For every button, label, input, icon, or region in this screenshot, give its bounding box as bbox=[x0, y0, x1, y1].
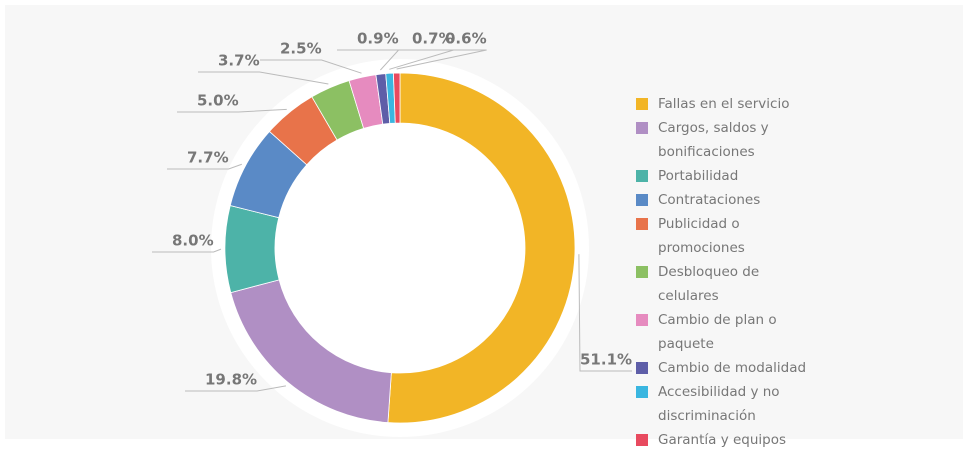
legend-label: Cambio de plan o paquete bbox=[658, 312, 777, 352]
legend-label: Cargos, saldos y bonificaciones bbox=[658, 120, 769, 160]
leader-line bbox=[578, 254, 633, 372]
legend-swatch bbox=[636, 362, 648, 374]
legend-item: Contrataciones bbox=[636, 188, 851, 212]
legend-label: Accesibilidad y no discriminación bbox=[658, 384, 780, 424]
data-label: 19.8% bbox=[205, 371, 257, 389]
legend-item: Cargos, saldos y bonificaciones bbox=[636, 116, 851, 164]
data-label: 0.7% bbox=[412, 30, 454, 48]
legend-swatch bbox=[636, 218, 648, 230]
leader-line bbox=[396, 49, 487, 70]
legend-swatch bbox=[636, 194, 648, 206]
donut-hole bbox=[276, 124, 524, 372]
legend-item: Cambio de plan o paquete bbox=[636, 308, 851, 356]
legend-swatch bbox=[636, 122, 648, 134]
legend-item: Garantía y equipos bbox=[636, 428, 851, 452]
legend-item: Portabilidad bbox=[636, 164, 851, 188]
data-label: 0.9% bbox=[357, 30, 399, 48]
legend-swatch bbox=[636, 386, 648, 398]
data-label: 7.7% bbox=[187, 149, 229, 167]
legend-swatch bbox=[636, 314, 648, 326]
data-label: 8.0% bbox=[172, 232, 214, 250]
data-label: 3.7% bbox=[218, 52, 260, 70]
legend-label: Portabilidad bbox=[658, 168, 739, 184]
data-label: 5.0% bbox=[197, 92, 239, 110]
legend-item: Fallas en el servicio bbox=[636, 92, 851, 116]
legend-swatch bbox=[636, 266, 648, 278]
data-label: 0.6% bbox=[445, 30, 487, 48]
legend-label: Publicidad o promociones bbox=[658, 216, 745, 256]
slice bbox=[387, 72, 576, 424]
data-label: 2.5% bbox=[280, 40, 322, 58]
legend-label: Cambio de modalidad bbox=[658, 360, 807, 376]
leader-line bbox=[167, 163, 242, 170]
legend-item: Accesibilidad y no discriminación bbox=[636, 380, 851, 428]
leader-line bbox=[152, 248, 222, 253]
legend-item: Desbloqueo de celulares bbox=[636, 260, 851, 308]
leader-line bbox=[260, 59, 362, 74]
leader-line bbox=[198, 71, 329, 85]
legend-swatch bbox=[636, 98, 648, 110]
legend-label: Desbloqueo de celulares bbox=[658, 264, 760, 304]
legend-label: Contrataciones bbox=[658, 192, 761, 208]
legend: Fallas en el servicio Cargos, saldos y bo… bbox=[636, 92, 851, 452]
leader-line bbox=[185, 385, 286, 392]
data-label: 51.1% bbox=[580, 351, 632, 369]
legend-label: Garantía y equipos bbox=[658, 432, 787, 448]
slice bbox=[392, 72, 401, 124]
slice bbox=[224, 205, 280, 294]
legend-item: Publicidad o promociones bbox=[636, 212, 851, 260]
legend-item: Cambio de modalidad bbox=[636, 356, 851, 380]
legend-label: Fallas en el servicio bbox=[658, 96, 790, 112]
legend-swatch bbox=[636, 434, 648, 446]
legend-swatch bbox=[636, 170, 648, 182]
leader-line bbox=[177, 108, 287, 113]
